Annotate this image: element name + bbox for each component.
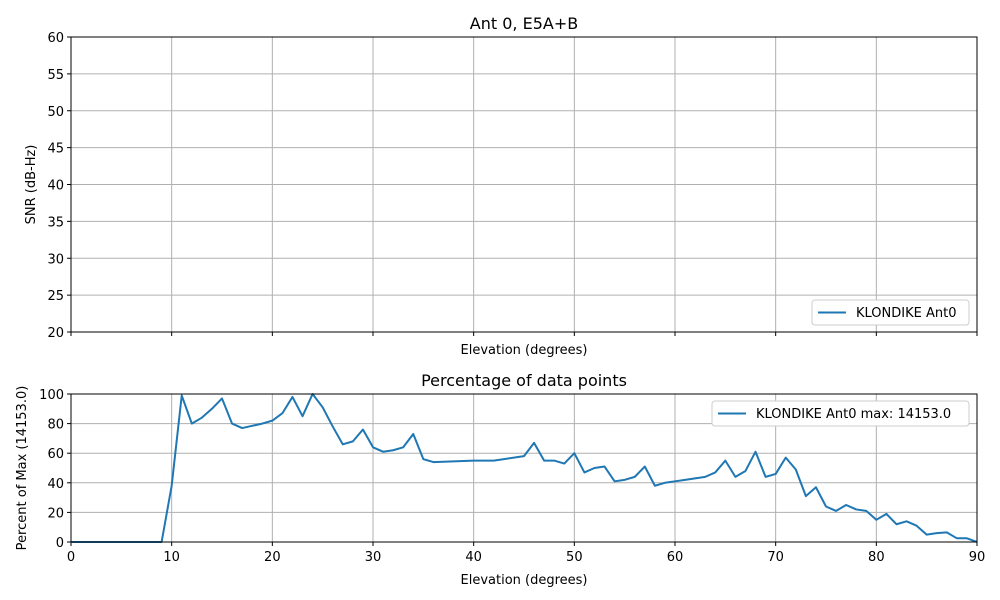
x-tick-label: 30	[365, 550, 382, 565]
legend: KLONDIKE Ant0	[811, 299, 970, 326]
y-tick-label: 20	[47, 326, 64, 341]
legend: KLONDIKE Ant0 max: 14153.0	[711, 400, 970, 427]
y-axis-label: SNR (dB-Hz)	[24, 145, 39, 225]
y-tick-label: 55	[47, 68, 64, 83]
y-tick-label: 80	[47, 418, 64, 433]
axes-frame	[70, 36, 978, 333]
chart-title: Percentage of data points	[421, 371, 627, 390]
y-tick-label: 40	[47, 477, 64, 492]
x-tick-label: 20	[264, 550, 281, 565]
chart-0: 20 25 30 35 40 45 50 55 60 Ant 0, E5A+B Elevation …	[24, 14, 978, 358]
y-tick-label: 30	[47, 252, 64, 267]
axes-frame	[70, 393, 978, 543]
x-axis-label: Elevation (degrees)	[461, 343, 588, 358]
y-tick-label: 25	[47, 289, 64, 304]
y-tick-label: 0	[56, 536, 64, 551]
y-tick-label: 40	[47, 179, 64, 194]
legend-label: KLONDIKE Ant0	[856, 306, 956, 321]
y-tick-label: 20	[47, 506, 64, 521]
legend-box	[811, 299, 970, 326]
x-tick-label: 10	[163, 550, 180, 565]
x-tick-label: 0	[67, 550, 75, 565]
x-tick-label: 90	[969, 550, 986, 565]
y-tick-label: 60	[47, 31, 64, 46]
x-tick-label: 70	[767, 550, 784, 565]
y-tick-label: 60	[47, 447, 64, 462]
y-tick-label: 45	[47, 142, 64, 157]
x-tick-label: 60	[667, 550, 684, 565]
series-line	[71, 393, 978, 543]
legend-label: KLONDIKE Ant0 max: 14153.0	[756, 407, 951, 422]
x-axis-label: Elevation (degrees)	[461, 573, 588, 588]
x-tick-label: 80	[868, 550, 885, 565]
legend-box	[711, 400, 970, 427]
y-tick-label: 35	[47, 215, 64, 230]
chart-1: 0 10 20 30 40 50 60 70 80 90 0 20 40 60 80 100 Percentag…	[15, 371, 985, 588]
y-tick-label: 100	[39, 388, 64, 403]
y-tick-label: 50	[47, 105, 64, 120]
x-tick-label: 50	[566, 550, 583, 565]
y-axis-label: Percent of Max (14153.0)	[15, 386, 30, 551]
chart-title: Ant 0, E5A+B	[470, 14, 578, 33]
x-tick-label: 40	[465, 550, 482, 565]
